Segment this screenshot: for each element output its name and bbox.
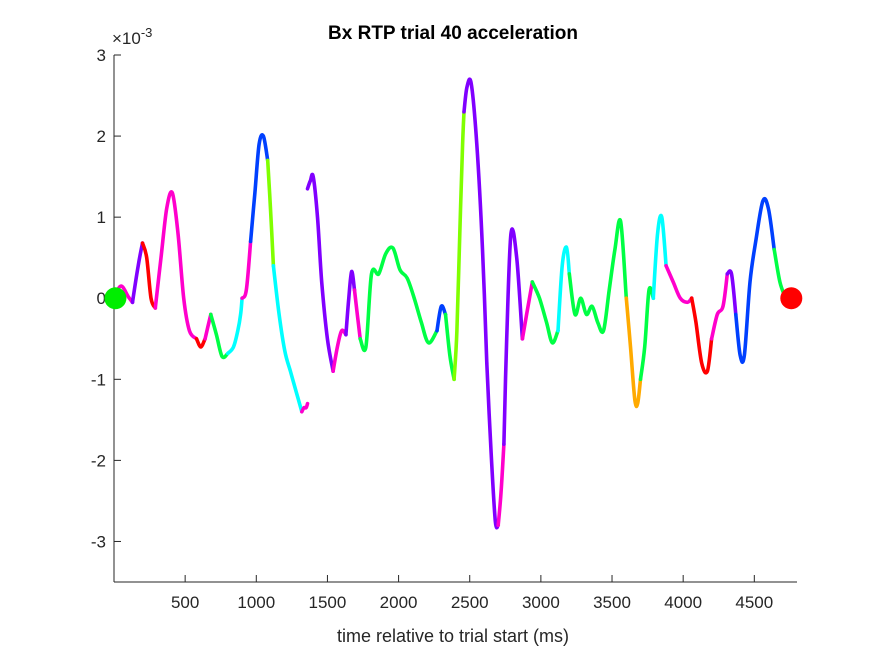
series-segment-9 [248,133,270,244]
series-segment-33 [689,296,714,375]
y-tick-label: 0 [97,289,106,308]
series-segment-29 [624,296,643,409]
x-tick-label: 2500 [451,593,489,612]
series-segment-25 [520,280,535,341]
series-segment-32 [664,264,694,305]
x-tick-label: 3000 [522,593,560,612]
x-axis-label: time relative to trial start (ms) [337,626,569,646]
y-tick-label: -1 [91,370,106,389]
series-segment-21 [462,77,489,365]
series-segment-35 [725,269,738,317]
y-exponent-power: -3 [141,25,153,40]
series-segment-15 [344,269,357,337]
series-segment-16 [352,288,362,341]
svg-text:×10-3: ×10-3 [112,25,152,48]
y-tick-label: 2 [97,127,106,146]
y-tick-label: -3 [91,532,106,551]
series-segment-13 [305,172,335,373]
x-tick-label: 2000 [380,593,418,612]
x-tick-label: 500 [171,593,199,612]
series-segment-18 [435,304,448,333]
series-segment-28 [567,217,629,335]
series-segment-11 [271,264,304,414]
series-segment-36 [734,196,776,364]
series-segment-4 [194,337,207,349]
start-marker [104,287,127,310]
chart-title: Bx RTP trial 40 acceleration [328,23,578,44]
series-segment-23 [496,442,506,527]
series-segment-31 [651,213,668,300]
series-segment-14 [331,328,348,373]
x-tick-label: 1500 [309,593,347,612]
series-segment-34 [709,272,730,341]
series-layer [112,77,788,530]
series-segment-20 [452,110,466,382]
series-segment-22 [485,361,500,530]
series-segment-6 [209,312,230,360]
end-marker [780,287,803,310]
y-exponent-label: ×10-3 [112,25,152,48]
y-tick-label: -2 [91,451,106,470]
series-segment-26 [530,280,560,345]
y-exponent-base: ×10 [112,29,141,48]
series-segment-2 [140,241,158,310]
series-segment-8 [240,239,253,300]
series-segment-7 [226,296,244,356]
series-segment-3 [153,190,199,341]
marker-layer [104,287,803,310]
series-segment-10 [265,158,276,268]
series-segment-1 [130,241,145,305]
series-segment-19 [443,312,456,382]
y-tick-label: 3 [97,46,106,65]
y-tick-label: 1 [97,208,106,227]
series-segment-27 [556,245,572,333]
x-tick-label: 4000 [664,593,702,612]
series-segment-24 [502,227,525,446]
series-segment-12 [300,401,310,414]
series-segment-17 [358,245,439,353]
x-tick-label: 4500 [735,593,773,612]
series-segment-30 [638,285,656,382]
x-tick-label: 3500 [593,593,631,612]
x-tick-label: 1000 [237,593,275,612]
